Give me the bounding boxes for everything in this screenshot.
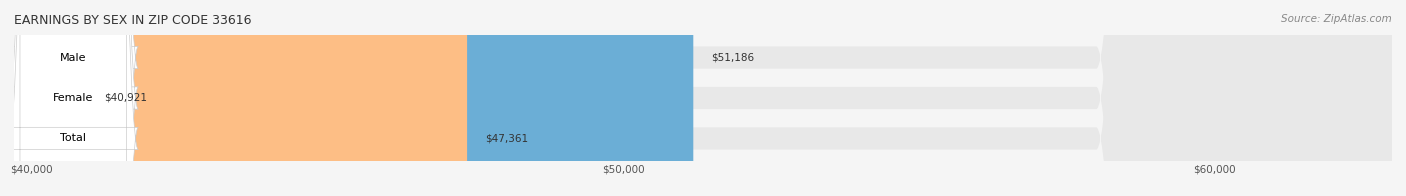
FancyBboxPatch shape xyxy=(8,0,138,196)
FancyBboxPatch shape xyxy=(32,0,467,196)
Text: EARNINGS BY SEX IN ZIP CODE 33616: EARNINGS BY SEX IN ZIP CODE 33616 xyxy=(14,14,252,27)
Text: $40,921: $40,921 xyxy=(104,93,148,103)
FancyBboxPatch shape xyxy=(32,0,693,196)
Text: $47,361: $47,361 xyxy=(485,133,529,143)
Text: Total: Total xyxy=(60,133,86,143)
FancyBboxPatch shape xyxy=(32,0,1392,196)
Text: Male: Male xyxy=(60,53,86,63)
Text: Source: ZipAtlas.com: Source: ZipAtlas.com xyxy=(1281,14,1392,24)
FancyBboxPatch shape xyxy=(32,0,1392,196)
FancyBboxPatch shape xyxy=(0,0,328,196)
FancyBboxPatch shape xyxy=(8,0,138,196)
Text: Female: Female xyxy=(53,93,93,103)
FancyBboxPatch shape xyxy=(32,0,1392,196)
Text: $51,186: $51,186 xyxy=(711,53,754,63)
FancyBboxPatch shape xyxy=(8,0,138,196)
